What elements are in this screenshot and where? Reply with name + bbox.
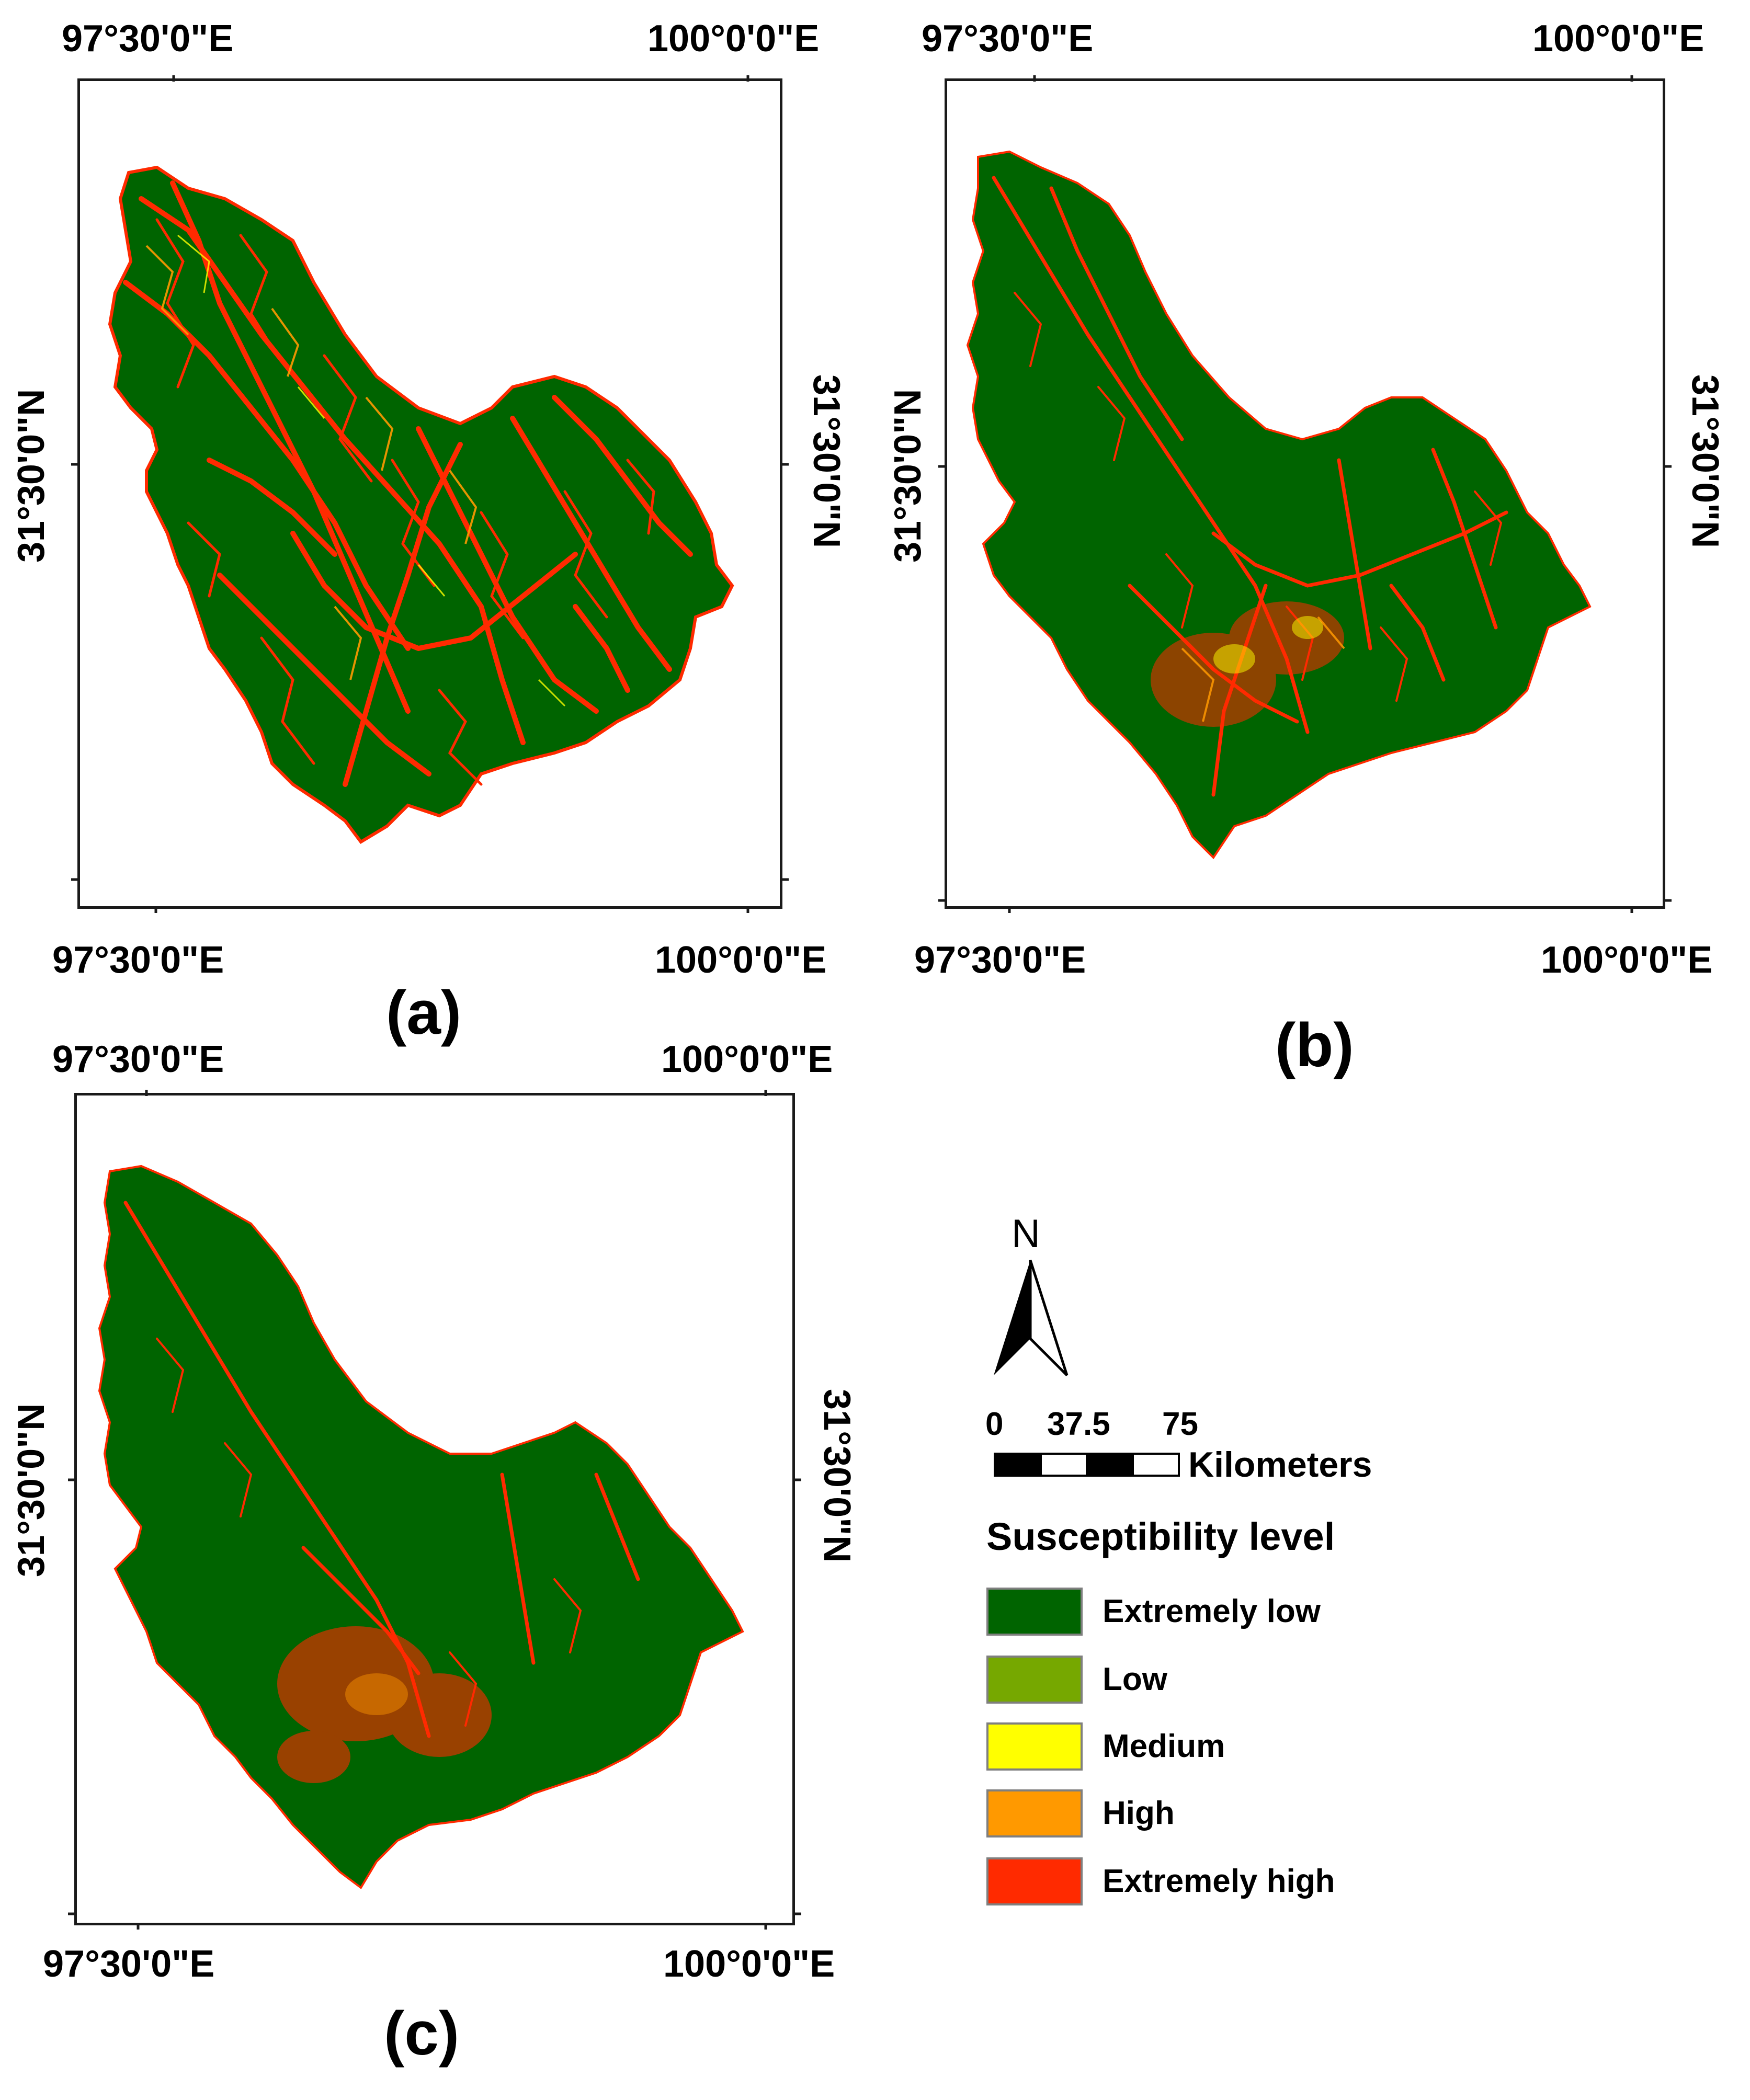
panel-a-lat-left: 31°30'0"N	[10, 389, 52, 563]
panel-c-top-lon-right: 100°0'0"E	[661, 1038, 833, 1080]
panel-b-bottom-lon-left: 97°30'0"E	[914, 939, 1086, 981]
panel-b-lat-left: 31°30'0"N	[887, 389, 929, 563]
legend-label-low: Low	[1103, 1661, 1167, 1697]
panel-a-map	[71, 75, 789, 913]
panel-a-label: (a)	[386, 978, 462, 1047]
legend-swatch-medium	[986, 1722, 1083, 1771]
panel-c-map	[68, 1090, 801, 1930]
panel-b-map-frame	[945, 78, 1665, 909]
panel-a-map-frame	[77, 78, 782, 909]
panel-c-watershed	[98, 1165, 744, 1889]
panel-b-top-lon-right: 100°0'0"E	[1532, 18, 1704, 60]
legend-label-high: High	[1103, 1795, 1175, 1831]
panel-a-top-lon-right: 100°0'0"E	[647, 18, 820, 60]
north-arrow-icon	[994, 1260, 1069, 1376]
scale-tick-0: 0	[985, 1406, 1004, 1442]
legend-swatch-extremely-low	[986, 1588, 1083, 1636]
panel-b-lat-right: 31°30'0"N	[1684, 374, 1726, 549]
legend-swatch-low	[986, 1656, 1083, 1704]
panel-c-map-frame	[74, 1093, 795, 1925]
panel-c-lat-left: 31°30'0"N	[10, 1403, 52, 1577]
panel-c-bottom-lon-right: 100°0'0"E	[663, 1943, 835, 1985]
scale-tick-mid: 37.5	[1047, 1406, 1110, 1442]
panel-a-bottom-lon-left: 97°30'0"E	[52, 939, 224, 981]
legend-swatch-high	[986, 1789, 1083, 1838]
panel-b-label: (b)	[1275, 1011, 1354, 1080]
panel-c-lat-right: 31°30'0"N	[816, 1389, 858, 1563]
panel-b-bottom-lon-right: 100°0'0"E	[1541, 939, 1713, 981]
scale-bar-graphic	[994, 1453, 1180, 1477]
panel-c-label: (c)	[384, 1999, 460, 2068]
legend-title: Susceptibility level	[986, 1515, 1335, 1558]
legend-swatch-extremely-high	[986, 1857, 1083, 1905]
panel-a-top-lon-left: 97°30'0"E	[62, 18, 234, 60]
panel-a-bottom-lon-right: 100°0'0"E	[655, 939, 827, 981]
panel-a-watershed	[108, 165, 734, 844]
panel-a-lat-right: 31°30'0"N	[805, 374, 847, 549]
legend-label-extremely-high: Extremely high	[1103, 1863, 1335, 1899]
panel-b-top-lon-left: 97°30'0"E	[922, 18, 1094, 60]
legend-label-extremely-low: Extremely low	[1103, 1593, 1321, 1629]
scale-unit: Kilometers	[1188, 1445, 1372, 1485]
legend-label-medium: Medium	[1103, 1728, 1225, 1764]
panel-b-watershed	[966, 150, 1592, 860]
panel-c-bottom-lon-left: 97°30'0"E	[43, 1943, 215, 1985]
north-arrow-label: N	[1012, 1212, 1040, 1256]
panel-b-map	[938, 75, 1672, 913]
panel-c-top-lon-left: 97°30'0"E	[52, 1038, 224, 1080]
scale-tick-max: 75	[1162, 1406, 1198, 1442]
